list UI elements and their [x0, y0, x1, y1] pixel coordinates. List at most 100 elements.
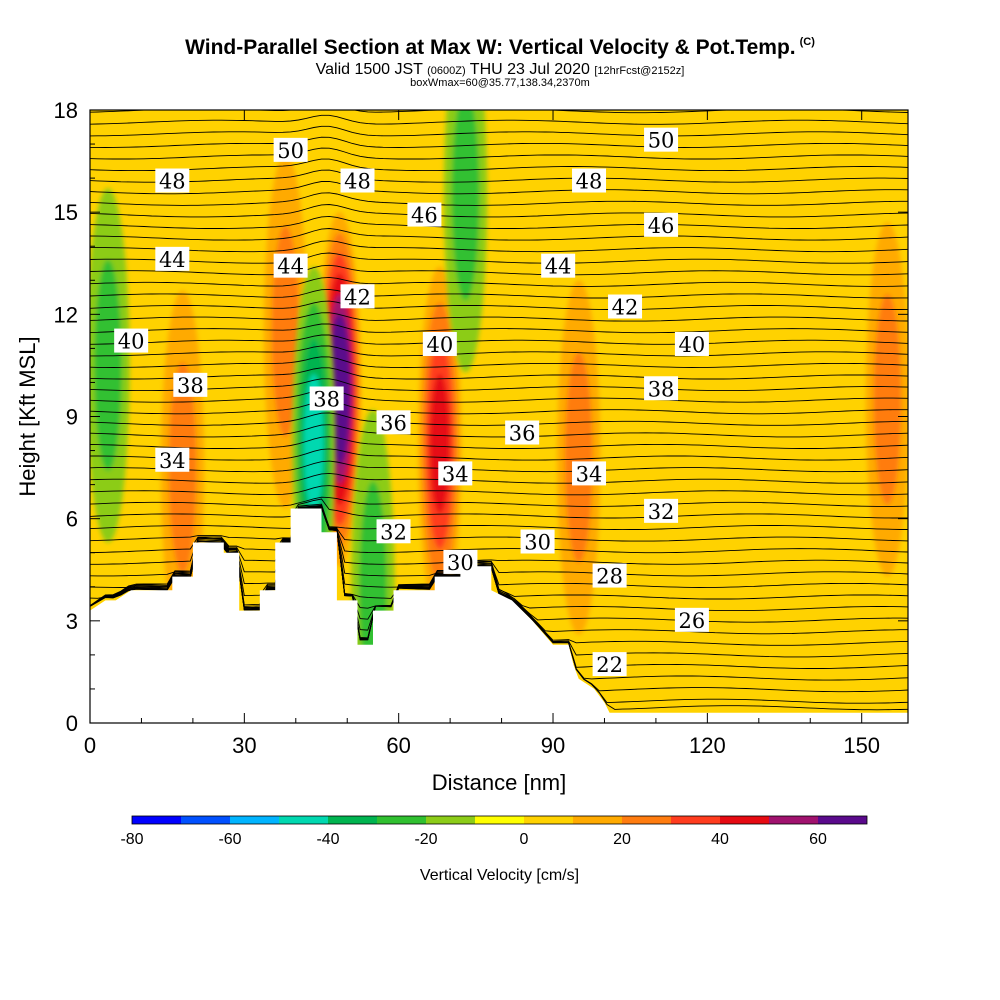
- colorbar-tick-label: 40: [711, 831, 729, 848]
- y-tick-label: 6: [66, 507, 78, 532]
- isentrope-line: [90, 496, 908, 507]
- theta-label-box: [505, 420, 540, 445]
- colorbar-label: Vertical Velocity [cm/s]: [420, 867, 579, 884]
- theta-label: 32: [644, 498, 679, 524]
- x-tick-label: 90: [541, 733, 565, 758]
- isentrope-line: [90, 334, 908, 345]
- velocity-band: [564, 351, 593, 563]
- theta-label: 42: [340, 284, 375, 309]
- theta-label-text: 46: [648, 214, 675, 238]
- isentrope-line: [90, 192, 908, 206]
- colorbar-tick-label: 60: [809, 831, 827, 848]
- theta-label-text: 48: [344, 170, 371, 194]
- isentrope-line: [90, 215, 908, 229]
- copyright-mark: (C): [799, 36, 815, 48]
- theta-label: 34: [438, 461, 473, 486]
- isentrope-line: [90, 460, 908, 473]
- updraft-cell-5: [865, 222, 908, 577]
- y-tick-label: 18: [54, 98, 78, 123]
- isentrope-line: [90, 424, 908, 438]
- colorbar-swatch: [475, 816, 524, 824]
- isentrope-line: [90, 507, 908, 554]
- theta-label-box: [273, 253, 308, 278]
- theta-label: 40: [114, 328, 149, 354]
- isentrope-line: [90, 485, 908, 496]
- isentrope-line: [90, 506, 908, 635]
- theta-label-text: 28: [596, 565, 623, 589]
- theta-label-box: [644, 498, 679, 523]
- x-tick-label: 0: [84, 733, 96, 758]
- isentrope-line: [90, 288, 908, 299]
- theta-label-text: 36: [509, 422, 536, 446]
- theta-label-box: [376, 410, 411, 435]
- theta-label: 50: [273, 137, 308, 163]
- isentrope-line: [90, 412, 908, 426]
- theta-label-text: 38: [648, 377, 675, 401]
- theta-label-box: [340, 284, 375, 309]
- theta-label-text: 44: [277, 255, 304, 279]
- colorbar-swatch: [818, 816, 867, 824]
- isentrope-line: [90, 356, 908, 368]
- theta-label-text: 50: [277, 139, 304, 163]
- theta-label-text: 44: [159, 248, 186, 272]
- theta-label: 48: [155, 168, 190, 194]
- x-axis-label: Distance [nm]: [432, 770, 567, 795]
- isentrope-line: [90, 323, 908, 334]
- isentrope-line: [90, 93, 908, 101]
- isentrope-line: [90, 378, 908, 392]
- isentrope-line: [90, 158, 908, 172]
- box-info: boxWmax=60@35.77,138.34,2370m: [410, 77, 590, 89]
- theta-label: 26: [674, 607, 709, 633]
- theta-label: 30: [443, 549, 478, 575]
- theta-label-text: 36: [380, 411, 407, 435]
- chart-title: Wind-Parallel Section at Max W: Vertical…: [185, 36, 815, 59]
- theta-label: 36: [376, 410, 411, 435]
- theta-label-text: 42: [612, 296, 639, 320]
- theta-label: 32: [376, 519, 411, 544]
- theta-label: 48: [572, 168, 607, 194]
- theta-label-box: [155, 168, 190, 193]
- isentrope-line: [90, 240, 908, 253]
- updraft-cell-3: [557, 280, 601, 635]
- theta-label-box: [644, 212, 679, 237]
- theta-label-text: 46: [411, 204, 438, 228]
- isentrope-line: [90, 472, 908, 484]
- theta-label-box: [273, 137, 308, 162]
- colorbar: -80 -60 -40 -20 0 20 40 60 Vertical Velocity [cm…: [120, 815, 868, 884]
- isentrope-line: [90, 507, 908, 565]
- theta-label-text: 50: [648, 129, 675, 153]
- isentrope-line: [90, 204, 908, 218]
- theta-label: 22: [592, 652, 627, 677]
- theta-label-box: [592, 652, 627, 677]
- isentrope-line: [90, 169, 908, 183]
- theta-label: 40: [422, 331, 457, 357]
- colorbar-swatch: [132, 816, 181, 824]
- colorbar-tick-label: -60: [218, 831, 241, 848]
- theta-label-text: 30: [524, 531, 551, 555]
- theta-label-box: [541, 253, 576, 278]
- y-axis-label: Height [Kft MSL]: [15, 336, 40, 496]
- colorbar-swatch: [230, 816, 279, 824]
- theta-label: 34: [572, 461, 607, 486]
- theta-label: 38: [173, 372, 208, 398]
- isentrope-line: [90, 389, 908, 403]
- colorbar-swatch: [426, 816, 475, 824]
- theta-label: 46: [644, 212, 679, 238]
- isentrope-line: [90, 505, 908, 531]
- isentrope-line: [90, 506, 908, 623]
- isentrope-line: [90, 506, 908, 542]
- theta-label-text: 38: [177, 374, 204, 398]
- isentrope-line: [90, 507, 908, 612]
- isentrope-line: [90, 180, 908, 195]
- theta-label: 38: [644, 376, 679, 401]
- isentrope-line: [90, 400, 908, 415]
- theta-label-text: 34: [159, 449, 186, 473]
- theta-label-box: [340, 168, 375, 193]
- theta-label: 42: [608, 294, 643, 320]
- theta-label: 34: [155, 447, 190, 473]
- theta-label-text: 32: [380, 520, 407, 544]
- isentrope-line: [90, 367, 908, 380]
- theta-label-text: 38: [313, 387, 340, 411]
